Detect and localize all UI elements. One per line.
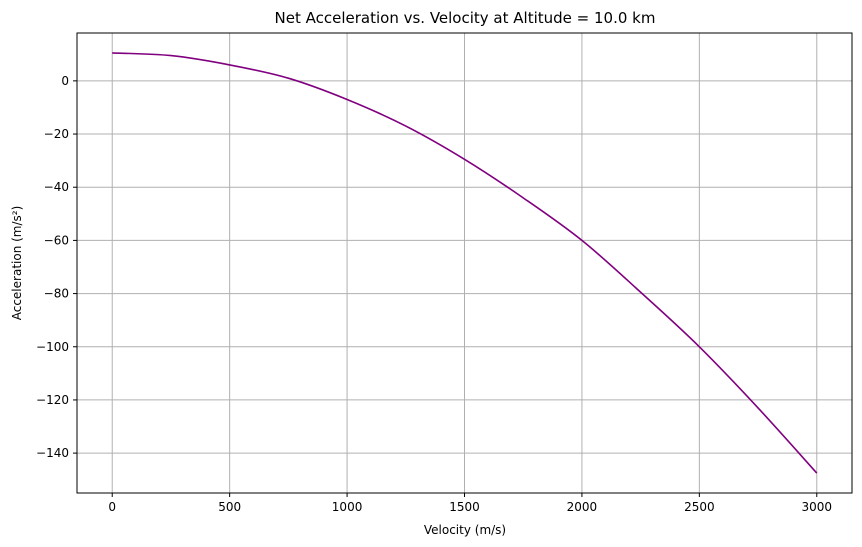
- y-tick-label: −20: [44, 127, 69, 141]
- x-tick-label: 500: [218, 500, 241, 514]
- y-tick-label: −140: [36, 446, 69, 460]
- y-tick-label: −60: [44, 233, 69, 247]
- y-tick-label: −120: [36, 393, 69, 407]
- x-tick-label: 0: [108, 500, 116, 514]
- chart-title: Net Acceleration vs. Velocity at Altitud…: [275, 9, 656, 27]
- x-tick-label: 1500: [449, 500, 480, 514]
- series-layer: [112, 52, 818, 474]
- y-axis-label: Acceleration (m/s²): [10, 206, 24, 321]
- x-axis-label: Velocity (m/s): [424, 523, 506, 537]
- x-tick-label: 2000: [567, 500, 598, 514]
- y-tick-label: 0: [61, 74, 69, 88]
- grid: [77, 33, 852, 493]
- series-line: [112, 52, 818, 474]
- x-tick-label: 1000: [332, 500, 363, 514]
- y-tick-label: −40: [44, 180, 69, 194]
- y-axis-ticks: 0 −20 −40 −60 −80 −100 −120 −140: [36, 74, 77, 460]
- y-tick-label: −100: [36, 340, 69, 354]
- x-tick-label: 2500: [684, 500, 715, 514]
- x-tick-label: 3000: [801, 500, 832, 514]
- x-axis-ticks: 0 500 1000 1500 2000 2500 3000: [108, 493, 832, 514]
- y-tick-label: −80: [44, 287, 69, 301]
